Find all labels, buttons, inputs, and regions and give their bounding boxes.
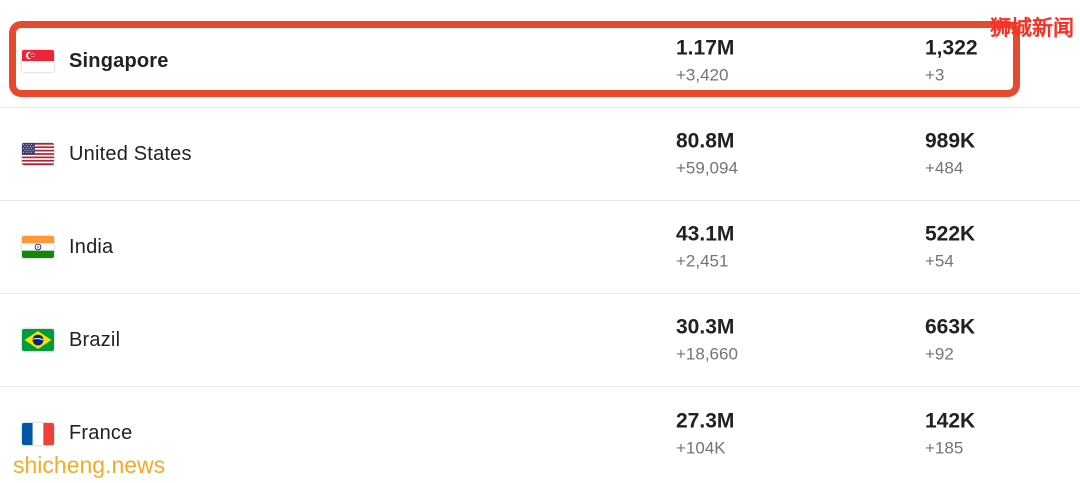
total-deaths: 522K <box>925 222 976 246</box>
deaths-cell: 989K +484 <box>925 130 975 179</box>
country-row-france[interactable]: France 27.3M +104K 142K +185 <box>0 387 1080 480</box>
total-cases: 1.17M <box>676 36 735 60</box>
watermark-bottom-left: shicheng.news <box>13 452 166 478</box>
cases-cell: 80.8M +59,094 <box>676 130 738 179</box>
country-name: Singapore <box>69 49 169 72</box>
new-cases: +59,094 <box>676 158 738 178</box>
deaths-cell: 663K +92 <box>925 316 975 365</box>
country-name: United States <box>69 142 192 165</box>
us-flag-icon <box>22 143 54 165</box>
new-cases: +18,660 <box>676 344 738 364</box>
country-name: Brazil <box>69 328 121 351</box>
total-deaths: 989K <box>925 129 976 153</box>
fr-flag-icon <box>22 422 54 445</box>
new-deaths: +54 <box>925 251 954 271</box>
country-row-brazil[interactable]: Brazil 30.3M +18,660 663K +92 <box>0 294 1080 387</box>
in-flag-icon <box>22 236 54 258</box>
new-deaths: +3 <box>925 65 945 85</box>
total-deaths: 142K <box>925 409 976 432</box>
total-cases: 30.3M <box>676 315 735 339</box>
new-cases: +3,420 <box>676 65 729 85</box>
total-deaths: 1,322 <box>925 36 978 60</box>
new-deaths: +92 <box>925 344 954 364</box>
cases-cell: 30.3M +18,660 <box>676 316 738 365</box>
br-flag-icon <box>22 329 54 351</box>
new-deaths: +185 <box>925 438 964 457</box>
country-row-india[interactable]: India 43.1M +2,451 522K +54 <box>0 201 1080 294</box>
new-cases: +2,451 <box>676 251 729 271</box>
deaths-cell: 142K +185 <box>925 409 975 458</box>
cases-cell: 1.17M +3,420 <box>676 37 734 86</box>
deaths-cell: 522K +54 <box>925 223 975 272</box>
country-name: India <box>69 235 114 258</box>
country-row-singapore[interactable]: Singapore 1.17M +3,420 1,322 +3 <box>0 15 1080 108</box>
total-deaths: 663K <box>925 315 976 339</box>
cases-cell: 43.1M +2,451 <box>676 223 734 272</box>
country-row-united-states[interactable]: United States 80.8M +59,094 989K +484 <box>0 108 1080 201</box>
sg-flag-icon <box>22 50 54 72</box>
total-cases: 80.8M <box>676 129 735 153</box>
new-cases: +104K <box>676 438 726 457</box>
total-cases: 27.3M <box>676 409 735 432</box>
new-deaths: +484 <box>925 158 964 178</box>
country-name: France <box>69 422 133 444</box>
total-cases: 43.1M <box>676 222 735 246</box>
watermark-top-right: 狮城新闻 <box>990 17 1074 40</box>
deaths-cell: 1,322 +3 <box>925 37 978 86</box>
cases-cell: 27.3M +104K <box>676 409 734 458</box>
